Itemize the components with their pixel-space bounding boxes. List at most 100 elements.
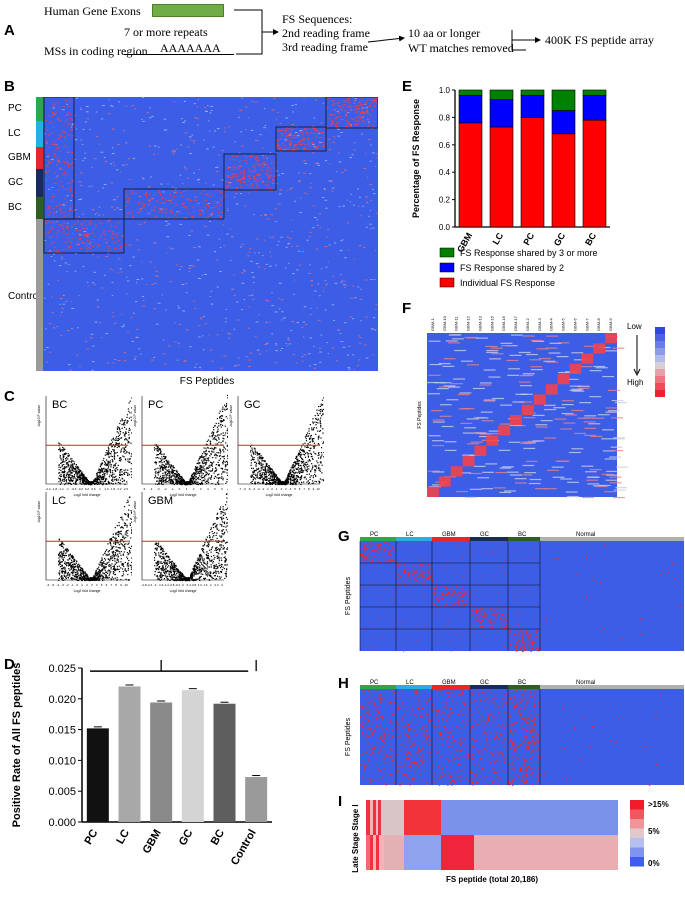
volcano-point bbox=[293, 475, 296, 477]
volcano-point bbox=[122, 455, 124, 457]
volcano-point bbox=[322, 413, 324, 415]
volcano-point bbox=[304, 452, 307, 454]
heatmap-b-cell bbox=[201, 274, 203, 276]
heatmap-b-hot bbox=[54, 172, 57, 174]
heatmap-b-hot bbox=[92, 239, 95, 241]
volcano-point bbox=[73, 461, 75, 463]
volcano-point bbox=[260, 467, 262, 469]
volcano-point bbox=[161, 464, 163, 466]
heatmap-b-cell bbox=[323, 189, 326, 191]
heatmap-b-hot bbox=[55, 164, 58, 166]
volcano-point bbox=[105, 482, 107, 485]
volcano-point bbox=[124, 569, 126, 571]
volcano-point bbox=[201, 456, 203, 458]
heatmap-b-hot bbox=[291, 134, 294, 136]
heatmap-b-hot bbox=[280, 133, 283, 135]
heatmap-b-cell bbox=[229, 333, 231, 335]
volcano-point bbox=[207, 446, 209, 449]
heatmap-b-cell bbox=[184, 168, 188, 170]
volcano-point bbox=[305, 461, 308, 463]
volcano-point bbox=[123, 479, 126, 481]
volcano-point bbox=[120, 458, 122, 461]
volcano-point bbox=[96, 572, 98, 574]
flow-fs-title: FS Sequences: bbox=[282, 12, 353, 26]
heatmap-b-hot bbox=[62, 146, 65, 148]
heatmap-b-cell bbox=[50, 158, 54, 160]
volcano-point bbox=[177, 480, 179, 482]
volcano-point bbox=[78, 470, 81, 472]
heatmap-b-hot bbox=[55, 236, 58, 238]
volcano-point bbox=[77, 473, 79, 475]
volcano-point bbox=[211, 435, 213, 437]
volcano-point bbox=[206, 453, 208, 455]
flow-repeats: 7 or more repeats bbox=[124, 25, 208, 39]
volcano-point bbox=[215, 470, 217, 472]
volcano-point bbox=[217, 428, 219, 430]
heatmap-b-hot bbox=[357, 104, 360, 106]
heatmap-b-cell bbox=[278, 282, 282, 284]
volcano-point bbox=[317, 462, 319, 464]
heatmap-b-cell bbox=[357, 188, 360, 190]
volcano-point bbox=[275, 482, 277, 484]
volcano-point bbox=[118, 531, 121, 533]
heatmap-b-cell bbox=[280, 349, 282, 351]
volcano-point bbox=[300, 475, 303, 478]
heatmap-b-cell bbox=[193, 246, 196, 248]
volcano-point bbox=[272, 474, 274, 476]
heatmap-b-hot bbox=[89, 224, 92, 226]
volcano-point bbox=[263, 460, 265, 462]
heatmap-b-cell bbox=[343, 284, 346, 286]
volcano-point bbox=[292, 463, 294, 466]
volcano-point bbox=[268, 482, 271, 484]
heatmap-b-cell bbox=[183, 360, 187, 362]
volcano-point bbox=[131, 473, 132, 476]
volcano-point bbox=[70, 464, 72, 466]
volcano-point bbox=[321, 454, 323, 456]
heatmap-b-hot bbox=[65, 225, 68, 227]
heatmap-b-cell bbox=[204, 218, 208, 220]
volcano-point bbox=[317, 457, 320, 459]
heatmap-b-cell bbox=[318, 213, 322, 215]
heatmap-b-hot bbox=[289, 140, 292, 142]
heatmap-b-hot bbox=[249, 178, 252, 180]
volcano-point bbox=[67, 473, 69, 475]
volcano-point bbox=[61, 575, 63, 577]
volcano-point bbox=[310, 452, 312, 455]
heatmap-b-cell bbox=[326, 283, 328, 285]
heatmap-b-hot bbox=[252, 166, 255, 168]
heatmap-b-cell bbox=[193, 103, 197, 105]
volcano-point bbox=[99, 475, 102, 477]
heatmap-b-hot bbox=[47, 206, 50, 208]
volcano-point bbox=[311, 482, 313, 485]
heatmap-b-hot bbox=[70, 164, 73, 166]
volcano-point bbox=[254, 473, 256, 475]
volcano-point bbox=[212, 434, 214, 436]
heatmap-b-hot bbox=[87, 246, 90, 248]
heatmap-b-hot bbox=[153, 209, 156, 211]
volcano-point bbox=[258, 456, 260, 458]
volcano-point bbox=[159, 470, 162, 472]
heatmap-b-hot bbox=[242, 172, 245, 174]
heatmap-b-hot bbox=[92, 229, 95, 231]
heatmap-b-cell bbox=[167, 223, 171, 225]
volcano-point bbox=[224, 434, 226, 436]
heatmap-b-cell bbox=[359, 215, 362, 217]
volcano-point bbox=[116, 446, 118, 449]
heatmap-b-hot bbox=[45, 141, 48, 143]
heatmap-b-hot bbox=[113, 247, 116, 249]
volcano-point bbox=[320, 415, 323, 417]
volcano-point bbox=[110, 439, 113, 441]
heatmap-b-cell bbox=[299, 197, 302, 199]
heatmap-b-cell bbox=[341, 280, 344, 282]
volcano-point bbox=[110, 482, 112, 484]
volcano-point bbox=[202, 467, 204, 469]
heatmap-b-hot bbox=[148, 203, 151, 205]
heatmap-b-hot bbox=[131, 192, 134, 194]
volcano-point bbox=[173, 483, 175, 486]
volcano-point bbox=[112, 437, 115, 439]
heatmap-b-cell bbox=[372, 227, 375, 229]
heatmap-b-hot bbox=[131, 189, 134, 191]
heatmap-b-hot bbox=[322, 141, 325, 143]
heatmap-b-hot bbox=[267, 174, 270, 176]
heatmap-b-hot bbox=[283, 145, 286, 147]
